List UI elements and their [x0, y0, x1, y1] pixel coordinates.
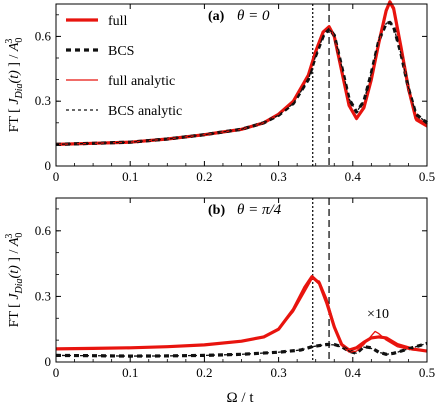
x-tick-label: 0.2	[196, 169, 212, 184]
series-bcs	[55, 341, 428, 358]
panel-label: (a)	[208, 9, 225, 24]
x-tick-label: 0.1	[122, 169, 138, 184]
x-tick-label: 0.5	[419, 365, 435, 380]
y-tick-label: 0.3	[35, 288, 51, 303]
x-tick-label: 0.5	[419, 169, 435, 184]
y-tick-label: 0.3	[35, 93, 51, 108]
y-tick-label: 0	[45, 354, 52, 369]
y-tick-label: 0.6	[35, 28, 52, 43]
legend-label: full analytic	[108, 74, 175, 89]
scale-annotation: ×10	[367, 307, 389, 322]
legend-label: BCS	[108, 44, 134, 59]
x-axis-label: Ω / t	[227, 390, 255, 406]
x-tick-label: 0	[53, 169, 60, 184]
x-tick-label: 0.3	[270, 169, 286, 184]
x-tick-label: 0.3	[270, 365, 286, 380]
legend-label: full	[108, 14, 128, 29]
x-tick-label: 0.4	[345, 365, 362, 380]
x-tick-label: 0	[53, 365, 60, 380]
panel-title: θ = 0	[237, 8, 270, 24]
panel-a: 0 0.1 0.2 0.3 0.4 0.5 0 0.3 0.6 FT [ JDia(t) ] / …	[4, 0, 435, 184]
panel-b: 0 0.1 0.2 0.3 0.4 0.5 0 0.3 0.6 FT [ JDia(t) ] / …	[4, 197, 435, 380]
y-tick-label: 0	[45, 158, 52, 173]
series-bcs-analytic	[55, 21, 428, 146]
x-tick-label: 0.4	[345, 169, 362, 184]
series-full-analytic	[55, 278, 428, 353]
x-tick-label: 0.2	[196, 365, 212, 380]
series-bcs-analytic	[55, 342, 428, 357]
y-axis-label: FT [ JDia(t) ] / A03	[4, 233, 25, 328]
legend-label: BCS analytic	[108, 104, 182, 119]
panel-label: (b)	[208, 203, 225, 218]
panel-title: θ = π/4	[237, 202, 282, 218]
y-axis-label: FT [ JDia(t) ] / A03	[4, 38, 25, 133]
x-tick-label: 0.1	[122, 365, 138, 380]
y-tick-label: 0.6	[35, 223, 52, 238]
